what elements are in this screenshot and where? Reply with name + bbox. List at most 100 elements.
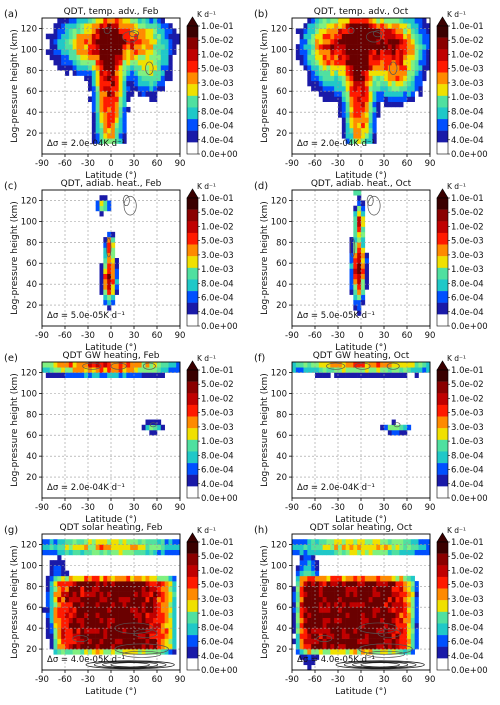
heatmap-cell (338, 544, 343, 550)
heatmap-cell (118, 367, 123, 373)
colorbar-unit: K d⁻¹ (447, 182, 466, 191)
heatmap-cell (95, 127, 100, 134)
contour-line (366, 650, 406, 658)
colorbar-tick-label: 0.0e+00 (451, 322, 488, 332)
heatmap-cell (410, 607, 415, 613)
heatmap-cell (391, 539, 396, 545)
heatmap-cell (326, 86, 331, 92)
heatmap-cell (403, 44, 408, 50)
heatmap-cell (345, 612, 350, 618)
heatmap-cell (387, 643, 392, 650)
colorbar-segment (187, 142, 198, 155)
heatmap-cell (61, 607, 66, 613)
heatmap-cell (330, 596, 335, 603)
heatmap-cell (403, 581, 408, 587)
heatmap-cell (391, 544, 396, 550)
heatmap-cell (338, 54, 343, 61)
heatmap-cell (315, 38, 320, 45)
heatmap-cell (384, 70, 389, 76)
heatmap-cell (357, 278, 362, 285)
heatmap-cell (45, 586, 50, 592)
heatmap-cell (395, 44, 400, 50)
heatmap-cell (395, 612, 400, 618)
heatmap-cell (91, 106, 96, 113)
heatmap-cell (410, 596, 415, 603)
heatmap-cell (172, 581, 177, 587)
heatmap-cell (91, 138, 96, 144)
heatmap-cell (349, 612, 354, 618)
heatmap-cell (368, 617, 373, 624)
heatmap-cell (168, 549, 173, 556)
heatmap-cell (134, 575, 139, 582)
heatmap-cell (122, 638, 127, 645)
heatmap-cell (91, 112, 96, 118)
heatmap-cell (95, 596, 100, 603)
heatmap-cell (403, 612, 408, 618)
heatmap-cell (88, 59, 93, 66)
heatmap-cell (299, 586, 304, 592)
heatmap-cell (418, 80, 423, 87)
heatmap-cell (376, 59, 381, 66)
heatmap-cell (368, 33, 373, 40)
heatmap-cell (418, 367, 423, 373)
heatmap-cell (103, 622, 108, 629)
heatmap-cell (84, 44, 89, 50)
x-tick-label: 30 (379, 503, 390, 513)
heatmap-cell (72, 617, 77, 624)
heatmap-cell (107, 237, 112, 243)
heatmap-cell (357, 242, 362, 248)
heatmap-cell (422, 544, 427, 550)
heatmap-cell (118, 33, 123, 40)
heatmap-cell (88, 649, 93, 655)
heatmap-cell (349, 539, 354, 545)
heatmap-cell (107, 133, 112, 139)
colorbar-unit: K d⁻¹ (447, 354, 466, 363)
heatmap-cell (391, 367, 396, 373)
heatmap-cell (95, 628, 100, 634)
heatmap-cell (103, 237, 108, 243)
heatmap-cell (118, 44, 123, 50)
heatmap-cell (399, 617, 404, 624)
heatmap-cell (160, 649, 165, 655)
heatmap-cell (407, 362, 412, 368)
heatmap-cell (107, 38, 112, 45)
heatmap-cell (99, 284, 104, 290)
heatmap-cell (345, 80, 350, 87)
heatmap-cell (114, 273, 119, 280)
heatmap-cell (149, 586, 154, 592)
colorbar-tick-label: 5.0e-03 (451, 65, 484, 75)
heatmap-cell (157, 86, 162, 92)
heatmap-cell (99, 289, 104, 295)
x-tick-label: 0 (358, 159, 363, 169)
heatmap-cell (111, 127, 116, 134)
heatmap-cell (45, 362, 50, 368)
heatmap-cell (418, 28, 423, 34)
heatmap-cell (176, 549, 181, 556)
heatmap-cell (410, 65, 415, 71)
heatmap-cell (368, 127, 373, 134)
heatmap-cell (157, 28, 162, 34)
heatmap-cell (168, 49, 173, 55)
heatmap-cell (391, 581, 396, 587)
heatmap-cell (160, 596, 165, 603)
heatmap-cell (95, 101, 100, 108)
heatmap-cell (168, 649, 173, 655)
heatmap-cell (99, 372, 104, 378)
heatmap-cell (114, 602, 119, 608)
heatmap-cell (349, 628, 354, 634)
heatmap-cell (414, 367, 419, 373)
heatmap-cell (122, 23, 127, 29)
heatmap-cell (353, 289, 358, 295)
panel-label: (c) (4, 181, 17, 192)
heatmap-cell (61, 586, 66, 592)
heatmap-cell (160, 591, 165, 598)
heatmap-cell (380, 596, 385, 603)
heatmap-cell (145, 596, 150, 603)
heatmap-cell (99, 49, 104, 55)
heatmap-cell (118, 539, 123, 545)
heatmap-cell (145, 49, 150, 55)
heatmap-cell (118, 372, 123, 378)
heatmap-cell (345, 33, 350, 40)
heatmap-cell (84, 28, 89, 34)
heatmap-cell (111, 602, 116, 608)
